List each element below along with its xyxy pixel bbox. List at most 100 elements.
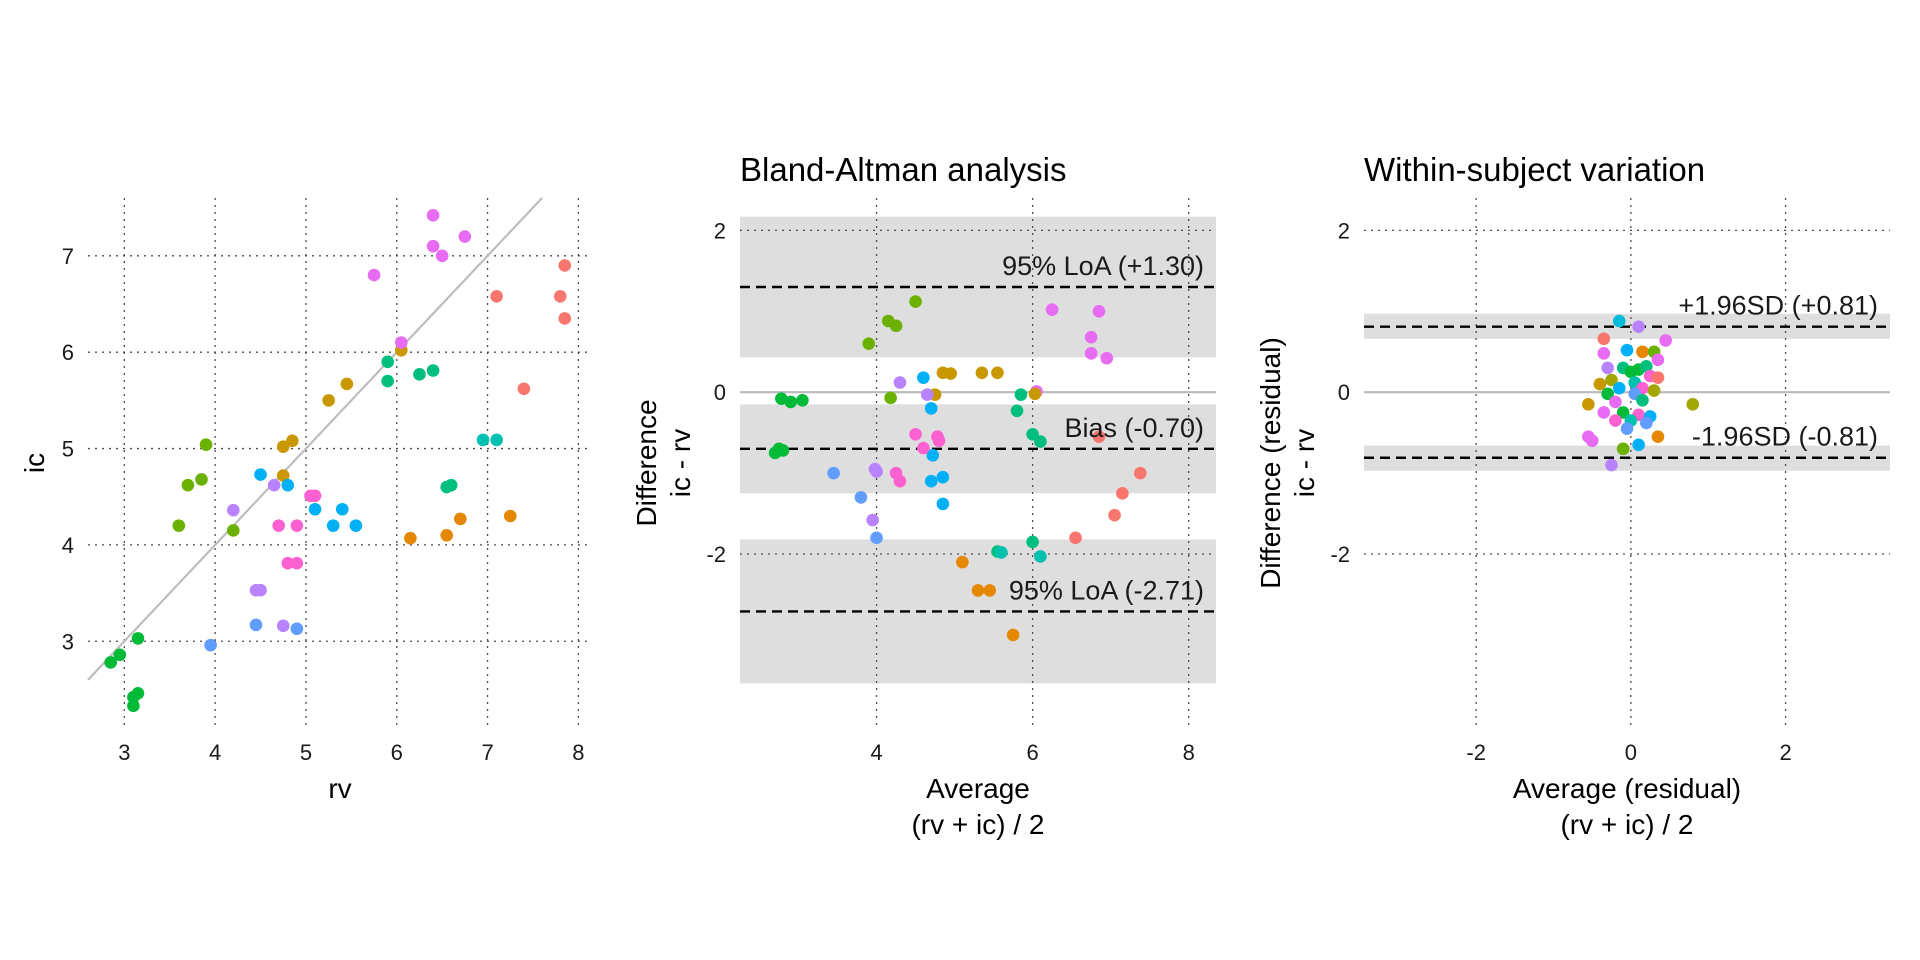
x-tick-label: 8	[1183, 740, 1195, 765]
data-point	[340, 377, 354, 391]
data-point	[917, 441, 930, 455]
reference-line-label: 95% LoA (+1.30)	[1002, 251, 1204, 281]
data-point	[956, 555, 969, 569]
y-axis-title: Difference (residual) ic - rv	[1255, 337, 1320, 589]
data-point	[889, 319, 903, 333]
data-point	[426, 209, 440, 222]
data-point	[404, 531, 417, 545]
data-point	[1651, 430, 1665, 444]
data-point	[276, 440, 290, 453]
data-point	[991, 366, 1004, 380]
data-point	[127, 699, 140, 713]
data-point	[490, 289, 503, 303]
data-point	[226, 524, 240, 537]
data-point	[276, 469, 290, 482]
data-point	[827, 466, 840, 480]
data-point	[281, 556, 295, 570]
data-point	[1651, 371, 1665, 384]
panel-title: Bland-Altman analysis	[740, 151, 1067, 188]
data-point	[426, 239, 440, 253]
data-point	[975, 366, 989, 380]
data-point	[893, 376, 907, 389]
data-point	[440, 528, 454, 542]
data-point	[1601, 361, 1614, 375]
data-point	[1084, 330, 1098, 344]
data-point	[322, 394, 335, 407]
data-point	[1616, 442, 1630, 456]
data-point	[458, 230, 472, 243]
data-point	[290, 556, 304, 570]
data-point	[924, 402, 938, 415]
limit-band	[740, 404, 1216, 494]
data-point	[1659, 334, 1672, 347]
data-point	[249, 618, 263, 632]
identity-line	[87, 197, 543, 681]
data-point	[1010, 404, 1024, 418]
y-tick-label: 6	[62, 340, 74, 365]
data-point	[772, 442, 786, 456]
within-subject-panel: +1.96SD (+0.81) -1.96SD (-0.81) -2 0 2 -2 0 2 Av…	[1255, 151, 1890, 840]
data-point	[335, 502, 349, 516]
data-point	[1014, 388, 1028, 401]
panel-title: Within-subject variation	[1364, 151, 1705, 188]
x-tick-label: 2	[1779, 740, 1791, 765]
data-point	[1116, 487, 1129, 500]
data-point	[290, 622, 304, 636]
reference-line-label: 95% LoA (-2.71)	[1009, 575, 1204, 605]
x-tick-label: 4	[209, 740, 221, 765]
scatter-panel: 3 4 5 6 7 8 3 4 5 6 7 rv ic	[19, 197, 592, 804]
data-point	[113, 648, 127, 662]
data-point	[1620, 343, 1634, 357]
reference-line-label: Bias (-0.70)	[1064, 413, 1204, 443]
data-point	[1006, 628, 1020, 642]
data-point	[884, 391, 897, 405]
data-point	[281, 478, 295, 492]
data-point	[553, 289, 567, 303]
data-point	[1609, 414, 1622, 427]
x-tick-label: 6	[1026, 740, 1038, 765]
data-point	[1609, 395, 1622, 409]
data-point	[1616, 406, 1630, 419]
data-point	[558, 259, 572, 272]
data-point	[1134, 466, 1147, 480]
data-point	[971, 584, 985, 597]
data-point	[444, 478, 458, 492]
limit-band	[740, 216, 1216, 358]
data-point	[286, 434, 299, 448]
data-point	[349, 519, 363, 532]
data-point	[784, 395, 798, 409]
data-point	[131, 687, 145, 700]
data-point	[104, 656, 118, 669]
data-point	[1593, 377, 1607, 391]
data-point	[1651, 353, 1665, 367]
y-tick-label: 2	[714, 218, 726, 243]
data-point	[558, 312, 572, 325]
data-point	[1632, 320, 1645, 333]
data-point	[926, 449, 940, 462]
y-tick-label: 7	[62, 244, 74, 269]
data-point	[1640, 360, 1653, 373]
data-point	[1612, 381, 1626, 395]
data-point	[394, 336, 408, 349]
data-point	[1612, 314, 1626, 328]
x-tick-label: 0	[1625, 740, 1637, 765]
data-point	[870, 531, 883, 545]
data-point	[267, 478, 281, 492]
data-point	[1069, 531, 1082, 545]
data-point	[909, 295, 922, 308]
y-axis-title: Difference ic - rv	[631, 399, 696, 526]
bland-altman-panel: 95% LoA (+1.30) Bias (-0.70) 95% LoA (-2.7…	[631, 151, 1216, 840]
data-point	[1582, 398, 1595, 411]
data-point	[1092, 304, 1106, 318]
data-point	[1605, 458, 1618, 472]
data-point	[796, 393, 809, 407]
y-tick-label: 4	[62, 533, 74, 558]
data-point	[490, 433, 503, 447]
data-point	[290, 519, 304, 532]
data-point	[435, 249, 449, 263]
data-point	[870, 465, 883, 478]
data-point	[1045, 303, 1059, 316]
data-point	[866, 513, 879, 527]
x-tick-label: 5	[300, 740, 312, 765]
